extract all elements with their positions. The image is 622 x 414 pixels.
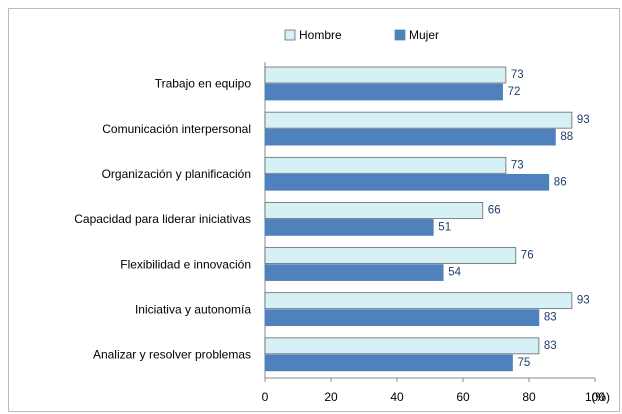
bar <box>264 128 556 146</box>
y-tick-label: Flexibilidad e innovación <box>120 257 251 271</box>
value-label: 75 <box>518 357 531 369</box>
value-label: 93 <box>577 295 590 307</box>
legend-swatch <box>284 29 296 41</box>
y-tick-label: Capacidad para liderar iniciativas <box>74 212 251 226</box>
y-tick-label: Comunicación interpersonal <box>102 122 251 136</box>
bar <box>264 202 484 219</box>
x-tick-label: 0 <box>262 390 269 404</box>
bar <box>264 111 573 129</box>
bar <box>264 292 573 310</box>
value-label: 54 <box>448 267 461 279</box>
value-label: 83 <box>544 340 557 352</box>
bar <box>264 219 434 236</box>
bar <box>264 337 540 355</box>
x-tick-label: 40 <box>390 390 404 404</box>
x-tick-label: 20 <box>324 390 338 404</box>
value-label: 72 <box>508 86 521 98</box>
value-label: 76 <box>521 250 534 262</box>
value-label: 73 <box>511 69 524 81</box>
y-tick-label: Trabajo en equipo <box>155 77 252 91</box>
bar <box>264 173 550 191</box>
value-label: 73 <box>511 159 524 171</box>
x-tick-label: 80 <box>522 390 536 404</box>
value-label: 88 <box>560 131 573 143</box>
legend-swatch <box>394 29 406 41</box>
bar <box>264 354 513 372</box>
bar <box>264 156 507 174</box>
value-label: 66 <box>488 204 501 216</box>
x-tick-label: 60 <box>456 390 470 404</box>
legend-label: Hombre <box>299 28 342 42</box>
bar <box>264 309 540 327</box>
value-label: 83 <box>544 312 557 324</box>
y-tick-label: Analizar y resolver problemas <box>93 348 251 362</box>
y-tick-label: Organización y planificación <box>102 167 251 181</box>
bar <box>264 247 517 264</box>
value-label: 86 <box>554 176 567 188</box>
value-label: 51 <box>438 221 451 233</box>
value-label: 93 <box>577 114 590 126</box>
y-tick-label: Iniciativa y autonomía <box>135 302 251 316</box>
legend-label: Mujer <box>409 28 439 42</box>
bar <box>264 264 444 281</box>
bar <box>264 66 507 84</box>
x-axis-label: (%) <box>591 390 610 404</box>
bar <box>264 83 503 101</box>
x-tick-label: 100 <box>585 390 605 404</box>
